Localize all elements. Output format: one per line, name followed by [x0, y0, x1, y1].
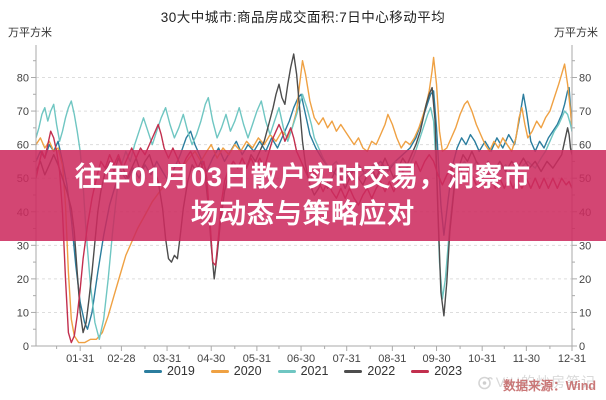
legend-item-2022: 2022: [344, 364, 395, 378]
legend-swatch-2019: [143, 369, 162, 373]
series-line-2020: [36, 56, 572, 344]
y-tick-label-left-70: 70: [17, 106, 29, 118]
x-tick-label-04-30: 04-30: [197, 353, 225, 365]
y-tick-label-right-20: 20: [579, 274, 591, 286]
y-tick-label-left-80: 80: [17, 73, 29, 85]
y-tick-label-right-80: 80: [579, 73, 591, 85]
y-tick-label-left-20: 20: [17, 274, 29, 286]
legend-item-2019: 2019: [143, 364, 195, 378]
legend-swatch-2023: [411, 369, 430, 373]
legend-swatch-2020: [210, 369, 229, 373]
x-tick-label-11-30: 11-30: [513, 353, 540, 365]
chart-title: 30大中城市:商品房成交面积:7日中心移动平均: [160, 10, 446, 25]
legend-item-2020: 2020: [210, 364, 262, 378]
x-tick-label-09-30: 09-30: [422, 353, 450, 365]
y-tick-label-left-60: 60: [17, 140, 29, 152]
x-tick-label-12-31: 12-31: [558, 353, 586, 365]
legend-swatch-2021: [277, 369, 296, 373]
legend-label-2022: 2022: [367, 364, 396, 378]
legend-item-2021: 2021: [277, 364, 329, 378]
x-tick-label-01-31: 01-31: [66, 353, 94, 365]
y-tick-label-right-10: 10: [579, 307, 591, 319]
y-tick-label-right-0: 0: [579, 341, 585, 353]
x-tick-label-05-31: 05-31: [243, 353, 271, 365]
x-tick-label-08-31: 08-31: [378, 353, 406, 365]
x-tick-label-10-31: 10-31: [468, 353, 496, 365]
y-tick-label-right-60: 60: [579, 140, 591, 152]
y-tick-label-right-70: 70: [579, 106, 591, 118]
banner-text-line2: 场动态与策略应对: [191, 198, 415, 229]
watermark-source: 数据来源：Wind: [503, 379, 596, 393]
legend-label-2020: 2020: [233, 364, 262, 378]
legend-label-2019: 2019: [166, 364, 195, 378]
legend-label-2021: 2021: [300, 364, 329, 378]
legend-item-2023: 2023: [411, 364, 462, 378]
y-axis-unit-right: 万平方米: [554, 27, 598, 39]
banner-text-line1: 往年01月03日散户实时交易，洞察市: [74, 161, 532, 192]
y-tick-label-left-30: 30: [17, 240, 29, 252]
x-tick-label-03-31: 03-31: [153, 353, 181, 365]
watermark: ViU的炒房笔记 数据来源：Wind: [476, 372, 596, 396]
x-tick-label-02-28: 02-28: [107, 353, 135, 365]
y-axis-unit-left: 万平方米: [8, 27, 52, 39]
overlay-banner: 往年01月03日散户实时交易，洞察市 场动态与策略应对: [0, 150, 606, 241]
weibo-eye-icon: [477, 376, 493, 389]
watermark-handle: ViU的炒房笔记: [476, 372, 596, 392]
y-tick-label-left-0: 0: [23, 341, 29, 353]
watermark-handle-text: ViU的炒房笔记: [495, 374, 596, 390]
y-tick-label-right-30: 30: [579, 240, 591, 252]
legend-swatch-2022: [344, 369, 363, 373]
legend: 2019 2020 2021 2022 2023: [0, 364, 606, 378]
y-tick-label-left-10: 10: [17, 307, 29, 319]
legend-label-2023: 2023: [434, 364, 463, 378]
x-tick-label-06-30: 06-30: [287, 353, 315, 365]
x-tick-label-07-31: 07-31: [333, 353, 361, 365]
